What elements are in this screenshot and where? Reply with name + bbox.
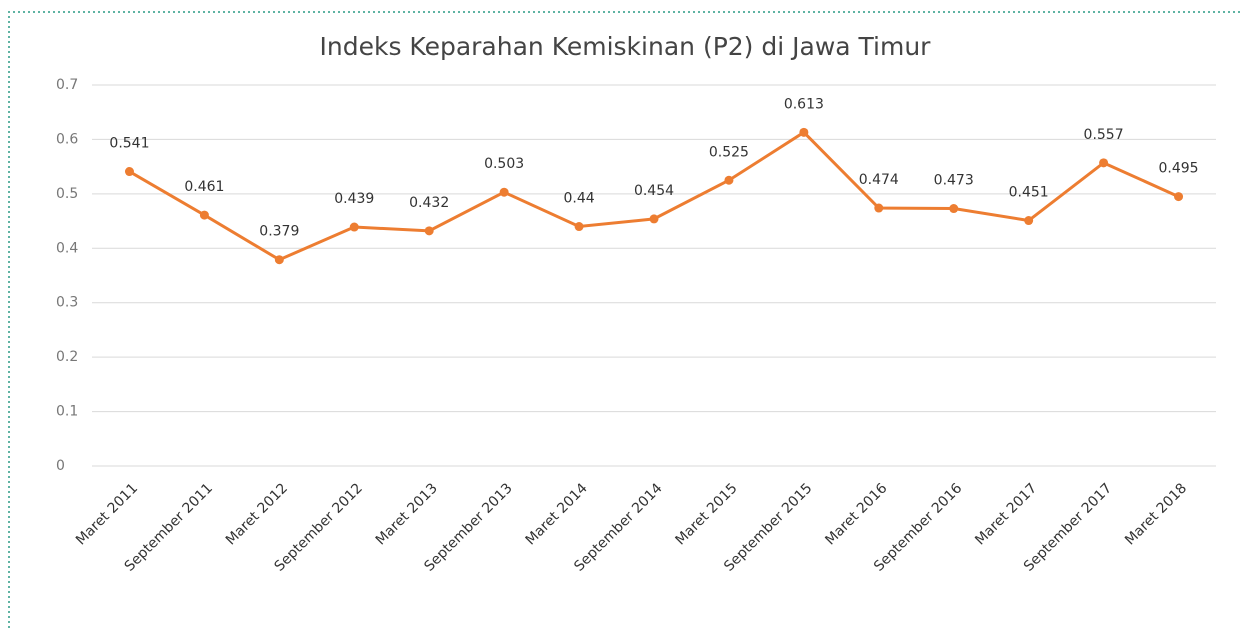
y-tick-label: 0 xyxy=(56,458,65,474)
x-tick-label: Maret 2016 xyxy=(822,480,890,548)
data-label: 0.432 xyxy=(409,195,449,211)
x-tick-label: Maret 2017 xyxy=(972,480,1040,548)
point xyxy=(799,127,809,137)
x-tick-label: Maret 2012 xyxy=(223,480,291,548)
x-tick-label: Maret 2014 xyxy=(523,480,591,548)
point xyxy=(349,222,359,232)
y-tick-label: 0.6 xyxy=(56,131,78,147)
data-label: 0.525 xyxy=(709,144,749,160)
data-label: 0.541 xyxy=(109,136,149,152)
data-label: 0.557 xyxy=(1084,127,1124,143)
point xyxy=(874,203,884,213)
y-tick-label: 0.4 xyxy=(56,240,78,256)
y-tick-label: 0.1 xyxy=(56,404,78,420)
point xyxy=(424,226,434,236)
point xyxy=(274,255,284,265)
point xyxy=(1099,158,1109,168)
data-label: 0.379 xyxy=(259,224,299,240)
frame-border xyxy=(8,11,1240,628)
point xyxy=(574,222,584,232)
x-tick-label: Maret 2011 xyxy=(73,480,141,548)
point xyxy=(499,187,509,197)
data-label: 0.439 xyxy=(334,191,374,207)
y-tick-label: 0.3 xyxy=(56,295,78,311)
data-label: 0.495 xyxy=(1158,161,1198,177)
data-label: 0.613 xyxy=(784,96,824,112)
point xyxy=(949,204,959,214)
point xyxy=(724,175,734,185)
point xyxy=(1174,192,1184,202)
y-tick-label: 0.7 xyxy=(56,77,78,93)
y-tick-label: 0.5 xyxy=(56,186,78,202)
data-label: 0.503 xyxy=(484,156,524,172)
point xyxy=(199,210,209,220)
data-label: 0.473 xyxy=(934,173,974,189)
x-tick-label: Maret 2015 xyxy=(672,480,740,548)
x-tick-label: Maret 2013 xyxy=(373,480,441,548)
data-label: 0.461 xyxy=(184,179,224,195)
x-tick-label: Maret 2018 xyxy=(1122,480,1190,548)
data-label: 0.474 xyxy=(859,172,899,188)
point xyxy=(1024,216,1034,226)
point xyxy=(124,167,134,177)
point xyxy=(649,214,659,224)
data-label: 0.451 xyxy=(1009,185,1049,201)
y-tick-label: 0.2 xyxy=(56,349,78,365)
data-label: 0.454 xyxy=(634,183,674,199)
data-label: 0.44 xyxy=(563,191,594,207)
chart-title: Indeks Keparahan Kemiskinan (P2) di Jawa… xyxy=(320,32,932,61)
